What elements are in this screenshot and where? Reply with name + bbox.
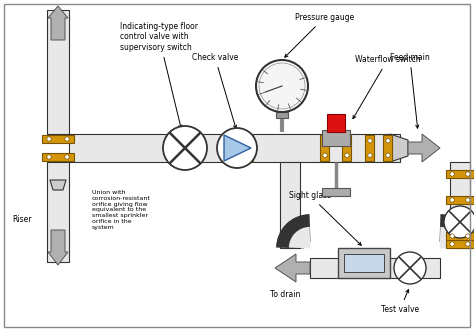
Circle shape [173,153,177,158]
Text: Sight glass: Sight glass [289,191,361,245]
Circle shape [246,138,250,143]
Text: Pressure gauge: Pressure gauge [285,13,354,57]
Bar [171,135,180,161]
Polygon shape [275,254,310,282]
Circle shape [259,63,305,109]
Text: Test valve: Test valve [381,290,419,314]
Bar [327,114,345,132]
Circle shape [450,242,455,246]
Bar [191,135,200,161]
Circle shape [368,138,372,143]
Text: Union with
corrosion-resistant
orifice giving flow
equivalent to the
smallest sp: Union with corrosion-resistant orifice g… [92,190,151,230]
Text: Indicating-type floor
control valve with
supervisory switch: Indicating-type floor control valve with… [120,22,198,128]
Circle shape [450,234,455,238]
Polygon shape [48,230,68,265]
Bar [69,134,400,162]
Circle shape [465,172,470,176]
Text: Check valve: Check valve [192,53,238,128]
Polygon shape [224,135,251,161]
Bar [276,112,288,118]
Circle shape [465,234,470,238]
Bar [450,162,470,248]
Bar [320,135,329,161]
Circle shape [394,252,426,284]
Circle shape [444,206,474,238]
Text: Feed main: Feed main [390,53,430,128]
Text: Section
drain
valve: Section drain valve [0,330,1,331]
Circle shape [323,153,327,158]
Text: Riser: Riser [12,215,32,224]
Circle shape [65,137,69,141]
Circle shape [193,153,197,158]
Bar [446,196,474,204]
Circle shape [323,138,327,143]
Circle shape [450,198,455,202]
Bar [42,135,74,143]
Circle shape [345,138,349,143]
Text: Waterflow switch: Waterflow switch [353,55,420,119]
Circle shape [256,60,308,112]
Circle shape [246,153,250,158]
Circle shape [47,137,51,141]
Circle shape [193,138,197,143]
Bar [344,254,384,272]
Circle shape [345,153,349,158]
Bar [338,248,390,278]
Bar [47,10,69,134]
Polygon shape [50,180,66,190]
Bar [446,232,474,240]
Bar [280,162,300,248]
Circle shape [386,153,390,158]
Text: To drain: To drain [270,290,300,299]
Bar [343,135,352,161]
Bar [322,188,350,196]
Bar [310,258,440,278]
Circle shape [465,198,470,202]
Circle shape [217,128,257,168]
Polygon shape [390,134,408,162]
Polygon shape [48,6,68,40]
Circle shape [173,138,177,143]
Bar [47,162,69,262]
Circle shape [368,153,372,158]
Circle shape [386,138,390,143]
Circle shape [47,155,51,159]
Circle shape [223,153,227,158]
Circle shape [163,126,207,170]
Bar [383,135,392,161]
Bar [446,170,474,178]
Bar [42,153,74,161]
Circle shape [465,242,470,246]
Polygon shape [408,134,440,162]
Bar [446,240,474,248]
Circle shape [65,155,69,159]
Bar [322,130,350,146]
Bar [244,135,253,161]
Bar [220,135,229,161]
Bar [365,135,374,161]
Circle shape [450,172,455,176]
Circle shape [223,138,227,143]
